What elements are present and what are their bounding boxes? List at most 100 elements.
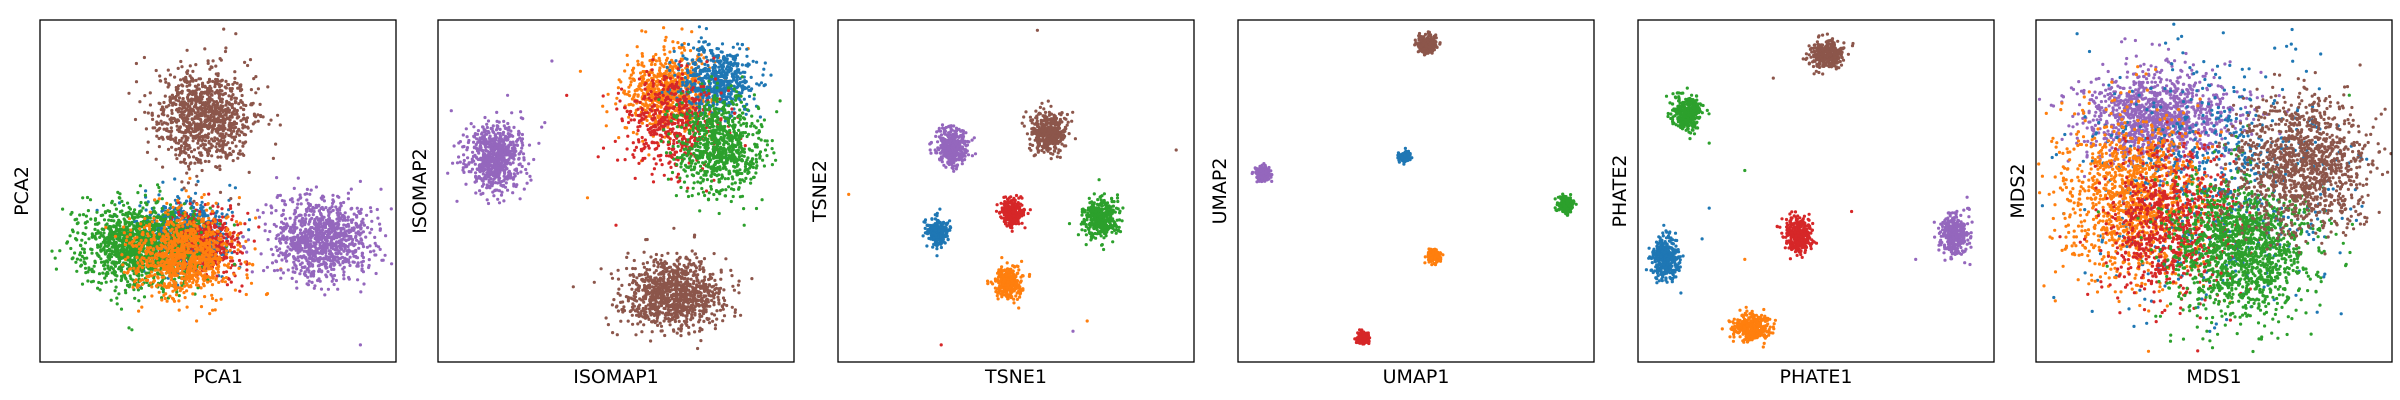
point (228, 183, 232, 187)
point (175, 157, 179, 161)
point (290, 229, 294, 233)
point (226, 265, 231, 269)
point (359, 226, 363, 230)
point (115, 302, 119, 306)
point (120, 199, 124, 203)
point (79, 258, 83, 262)
point (68, 234, 72, 238)
point (172, 262, 176, 267)
point (179, 230, 183, 235)
point (209, 259, 213, 264)
point (374, 244, 378, 248)
point (222, 250, 226, 254)
point (296, 236, 300, 240)
point (132, 266, 136, 270)
point (192, 209, 197, 213)
point (283, 202, 287, 206)
point (53, 256, 57, 260)
point (275, 248, 279, 253)
point (197, 87, 201, 91)
point (207, 267, 211, 271)
point (233, 288, 237, 292)
point (219, 258, 223, 262)
point (118, 259, 122, 263)
point (109, 265, 113, 269)
point (201, 282, 205, 286)
point (210, 283, 215, 287)
point (360, 241, 364, 245)
point (337, 219, 341, 223)
point (93, 217, 98, 221)
point (145, 259, 149, 263)
point (130, 249, 134, 254)
point (225, 101, 229, 105)
point (150, 264, 154, 268)
point (196, 146, 200, 150)
point (130, 243, 134, 247)
point (201, 235, 205, 239)
point (226, 239, 230, 243)
point (292, 256, 296, 260)
point (185, 243, 189, 247)
point (228, 248, 232, 253)
point (182, 262, 186, 266)
point (339, 201, 343, 205)
point (299, 269, 303, 273)
point (123, 243, 127, 247)
point (230, 239, 234, 243)
point (135, 244, 139, 248)
point (162, 293, 166, 297)
point (87, 268, 91, 272)
point (313, 255, 317, 259)
point (348, 255, 352, 259)
point (220, 247, 224, 251)
point (210, 93, 214, 97)
point (156, 183, 160, 187)
point (118, 196, 122, 200)
point (370, 219, 374, 223)
point (238, 289, 242, 293)
point (79, 264, 83, 268)
point (83, 266, 88, 270)
point (201, 205, 205, 209)
point (134, 263, 138, 267)
point (356, 264, 360, 268)
point (298, 228, 303, 232)
point (139, 222, 143, 226)
point (84, 226, 88, 230)
point (127, 91, 131, 95)
point (230, 237, 234, 241)
point (129, 235, 133, 239)
point (225, 227, 229, 231)
point (297, 244, 301, 248)
point (196, 216, 201, 220)
point (153, 255, 157, 260)
point (280, 213, 284, 218)
points-group (50, 27, 394, 347)
point (361, 217, 365, 221)
point (73, 251, 77, 255)
point (172, 236, 177, 240)
point (304, 273, 308, 278)
point (219, 79, 223, 83)
point (154, 201, 158, 205)
point (324, 254, 328, 258)
point (50, 249, 54, 253)
point (163, 296, 167, 301)
point (201, 243, 205, 247)
point (161, 255, 165, 259)
point (154, 68, 158, 73)
point (120, 253, 124, 257)
point (122, 254, 126, 259)
point (210, 250, 214, 254)
point (176, 233, 180, 237)
point (337, 250, 341, 255)
point (179, 233, 183, 238)
point (217, 215, 221, 219)
point (352, 260, 356, 264)
point (168, 269, 172, 273)
point (90, 248, 94, 252)
point (86, 209, 90, 213)
point (379, 187, 383, 191)
point (190, 232, 194, 236)
